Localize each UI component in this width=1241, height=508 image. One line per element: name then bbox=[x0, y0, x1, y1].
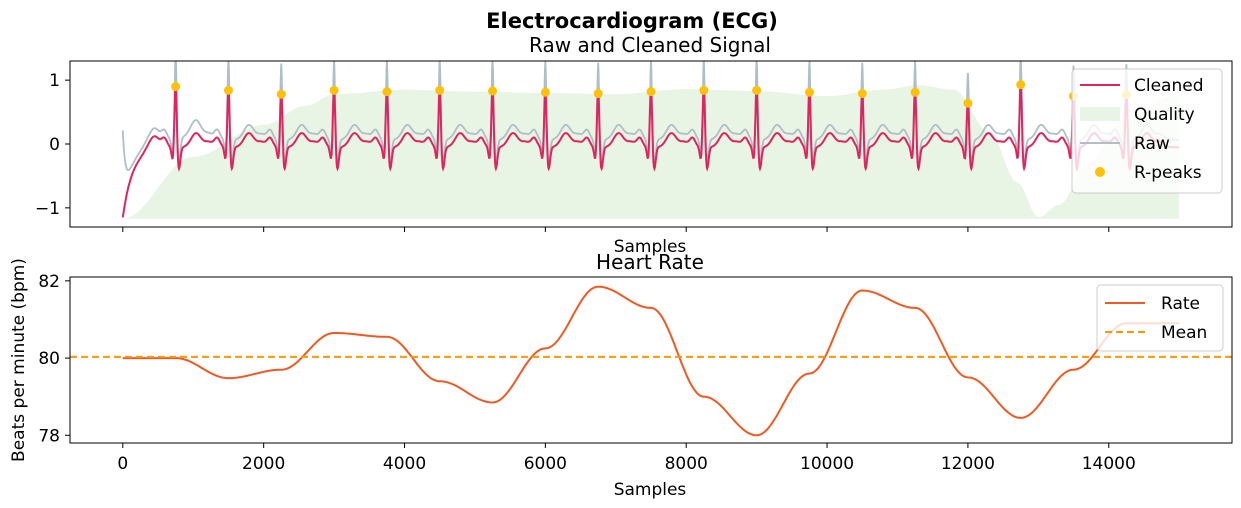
heart-rate-y-tick-label: 78 bbox=[38, 426, 60, 446]
heart-rate-chart-title: Heart Rate bbox=[596, 250, 704, 274]
r-peak-point bbox=[963, 98, 973, 108]
heart-rate-x-tick-label: 14000 bbox=[1082, 454, 1136, 474]
r-peak-point bbox=[435, 85, 445, 95]
r-peak-point bbox=[857, 89, 867, 99]
r-peak-point bbox=[540, 87, 550, 97]
r-peak-point bbox=[488, 86, 498, 96]
r-peak-point bbox=[804, 87, 814, 97]
r-peak-point bbox=[593, 89, 603, 99]
legend-label: R-peaks bbox=[1134, 163, 1202, 183]
r-peak-point bbox=[646, 87, 656, 97]
r-peak-point bbox=[910, 87, 920, 97]
legend-label: Rate bbox=[1161, 294, 1200, 314]
r-peak-point bbox=[329, 85, 339, 95]
legend-swatch bbox=[1080, 107, 1120, 121]
signal-legend: Cleaned Quality Raw R-peaks bbox=[1071, 68, 1223, 194]
raw-cleaned-signal-panel: Raw and Cleaned Signal −1 0 1 Samples Clea… bbox=[35, 33, 1233, 257]
r-peak-point bbox=[223, 85, 233, 95]
heart-rate-legend-box bbox=[1096, 284, 1224, 352]
heart-rate-plot-frame bbox=[69, 276, 1233, 444]
heart-rate-line bbox=[122, 285, 1180, 437]
r-peak-point bbox=[699, 85, 709, 95]
figure-suptitle: Electrocardiogram (ECG) bbox=[486, 9, 778, 33]
legend-label: Cleaned bbox=[1134, 76, 1204, 96]
signal-y-tick-label: −1 bbox=[35, 199, 60, 219]
heart-rate-x-tick-label: 10000 bbox=[800, 454, 854, 474]
heart-rate-legend: Rate Mean bbox=[1096, 284, 1224, 352]
heart-rate-y-tick-label: 80 bbox=[38, 349, 60, 369]
heart-rate-x-tick-label: 4000 bbox=[383, 454, 426, 474]
r-peak-point bbox=[276, 89, 286, 99]
signal-legend-box bbox=[1071, 68, 1223, 194]
signal-y-tick-label: 1 bbox=[49, 71, 60, 91]
legend-label: Raw bbox=[1134, 134, 1170, 154]
heart-rate-y-tick-label: 82 bbox=[38, 272, 60, 292]
heart-rate-x-axis-label: Samples bbox=[614, 480, 687, 500]
signal-chart-title: Raw and Cleaned Signal bbox=[529, 33, 771, 57]
legend-label: Mean bbox=[1161, 323, 1207, 343]
r-peak-point bbox=[1016, 80, 1026, 90]
heart-rate-x-tick-label: 2000 bbox=[242, 454, 285, 474]
heart-rate-x-tick-label: 6000 bbox=[524, 454, 567, 474]
signal-x-axis-label: Samples bbox=[614, 237, 687, 257]
legend-swatch bbox=[1095, 167, 1105, 177]
heart-rate-x-tick-label: 12000 bbox=[941, 454, 995, 474]
heart-rate-x-tick-label: 0 bbox=[117, 454, 128, 474]
heart-rate-panel: Heart Rate 78 80 82 0 2000 4000 6000 8000 10000 1… bbox=[9, 250, 1233, 500]
raw-signal-line bbox=[121, 61, 1180, 171]
heart-rate-x-tick-label: 8000 bbox=[665, 454, 708, 474]
legend-label: Quality bbox=[1134, 105, 1195, 125]
r-peak-point bbox=[171, 82, 181, 92]
heart-rate-y-axis-label: Beats per minute (bpm) bbox=[9, 258, 29, 462]
signal-y-tick-label: 0 bbox=[49, 135, 60, 155]
quality-area bbox=[122, 85, 1180, 219]
r-peak-point bbox=[382, 87, 392, 97]
r-peak-point bbox=[752, 85, 762, 95]
